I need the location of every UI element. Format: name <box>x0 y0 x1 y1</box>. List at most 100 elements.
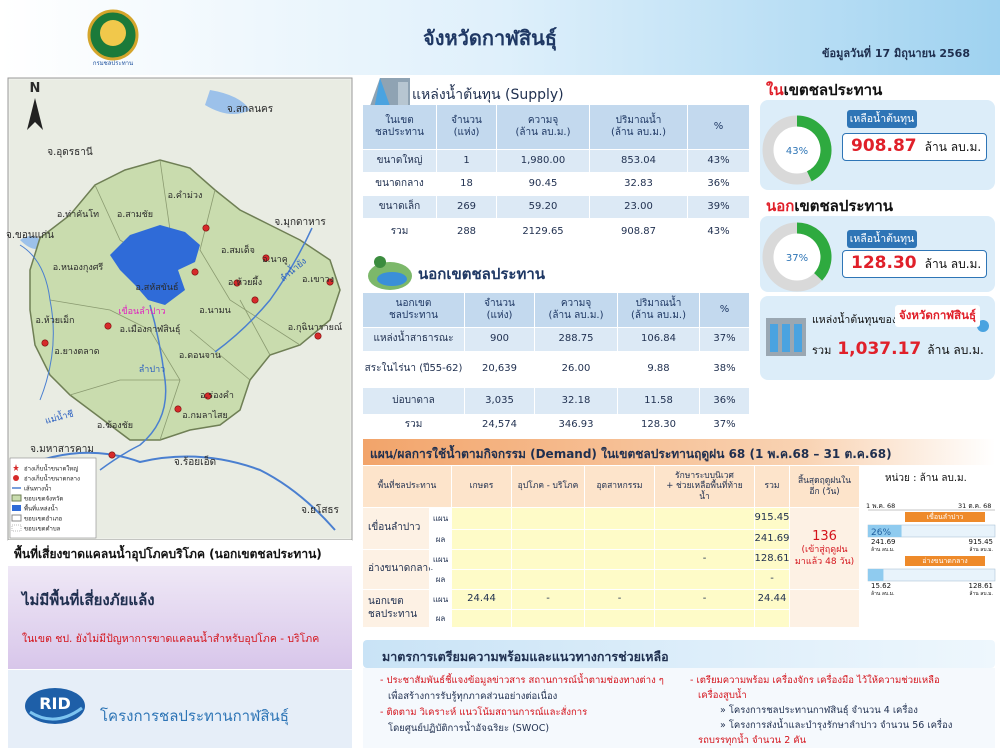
cell-text: - <box>702 593 707 605</box>
cell-text: - <box>770 573 774 585</box>
cell-text: (ล้าน ลบ.ม.) <box>631 310 686 321</box>
cell-text: บ่อบาดาล <box>392 394 435 406</box>
summary-title-rest: เขตชลประทาน <box>794 197 894 215</box>
cell-text: ขนาดเล็ก <box>378 200 421 212</box>
table-cell: 39% <box>688 196 749 218</box>
table-cell: ขนาดกลาง <box>363 173 436 195</box>
cell-text: 24.44 <box>757 593 787 605</box>
demand-cell <box>655 508 754 529</box>
cell-text: อ่างขนาดกลาง <box>368 563 433 575</box>
district-boundary <box>49 299 181 441</box>
days-value: 136 <box>812 529 837 545</box>
map-label: อ.ยางตลาด <box>54 347 99 357</box>
cell-text: 11.58 <box>644 394 673 406</box>
cell-text: 38% <box>713 363 736 375</box>
table-header: จำนวน (แห่ง) <box>465 293 534 327</box>
cell-text: พื้นที่ชลประทาน <box>377 481 437 492</box>
measure-line: เครื่องสูบน้ำ <box>698 690 747 701</box>
reservoir-dot <box>191 268 199 276</box>
table-cell: 36% <box>700 388 749 414</box>
map-label: อ.คำม่วง <box>168 190 203 201</box>
demand-area: เขื่อนลำปาว <box>363 508 429 549</box>
demand-cell: - <box>755 570 789 589</box>
cell-text: % <box>719 303 730 315</box>
table-cell: 26.00 <box>535 352 617 387</box>
total-unit: ล้าน ลบ.ม. <box>927 343 984 357</box>
rid-logo <box>25 688 85 724</box>
table-cell: 43% <box>688 219 749 246</box>
demand-cell <box>585 508 654 529</box>
table-cell: 37% <box>700 328 749 351</box>
table-cell: 32.18 <box>535 388 617 414</box>
cell-text: 241.69 <box>754 533 790 545</box>
reservoir-dot <box>326 278 334 286</box>
table-header: % <box>688 105 749 149</box>
cell-text: 20,639 <box>482 363 517 375</box>
cell-text: 59.20 <box>528 200 558 212</box>
cell-text: ผล <box>435 574 446 584</box>
total-province: จังหวัดกาฬสินธุ์ <box>895 305 981 327</box>
map-label: อ.สหัสขันธ์ <box>136 281 179 293</box>
map-label: อ.ห้วยเม็ก <box>36 313 75 326</box>
demand-cell <box>512 508 584 529</box>
map-label: จ.สกลนคร <box>227 104 274 115</box>
cell-text: 915.45 <box>754 512 790 524</box>
measure-line: - ประชาสัมพันธ์ชี้แจงข้อมูลข่าวสาร สถานก… <box>380 675 664 686</box>
demand-cell <box>755 610 789 627</box>
table-cell: รวม <box>363 219 436 246</box>
river <box>214 227 313 353</box>
progress-name: อ่างขนาดกลาง <box>905 556 985 566</box>
cell-text: จำนวน <box>484 297 515 309</box>
risk-status: ไม่มีพื้นที่เสี่ยงภัยแล้ง <box>22 591 155 609</box>
cell-text: แผน <box>432 554 449 564</box>
table-header: ในเขต ชลประทาน <box>363 105 436 149</box>
progress-track <box>867 568 996 582</box>
table-cell: 9.88 <box>618 352 699 387</box>
cell-text: รวม <box>764 481 780 492</box>
risk-panel <box>8 566 352 669</box>
map-lake <box>20 90 250 249</box>
table-header: % <box>700 293 749 327</box>
legend-label: พื้นที่แหล่งน้ำ <box>24 503 58 513</box>
legend-symbol <box>12 505 21 511</box>
amount-box: 128.30 ล้าน ลบ.ม. <box>842 250 987 278</box>
progress-plan-unit: ล้าน ลบ.ม. <box>969 546 993 553</box>
measure-line: - เตรียมความพร้อม เครื่องจักร เครื่องมือ… <box>690 675 940 686</box>
cell-text: 288 <box>456 226 477 238</box>
map-label: N <box>30 81 41 96</box>
table-cell: ขนาดเล็ก <box>363 196 436 218</box>
cell-text: 1 <box>463 154 470 166</box>
legend-symbol <box>11 524 22 532</box>
demand-header: อุปโภค - บริโภค <box>512 466 584 507</box>
footer-project: โครงการชลประทานกาฬสินธุ์ <box>100 707 289 725</box>
measure-line: » โครงการชลประทานกาฬสินธุ์ จำนวน 4 เครื่… <box>720 705 918 716</box>
unit: ล้าน ลบ.ม. <box>924 257 982 271</box>
table-cell: 853.04 <box>590 150 687 172</box>
map-label: อ.ท่าคันโท <box>57 209 99 220</box>
river <box>99 304 167 471</box>
table-cell: 288 <box>437 219 496 246</box>
demand-cell: - <box>655 550 754 569</box>
cell-text: อุตสาหกรรม <box>596 481 643 492</box>
cell-text: สระในไร่นา (ปี55-62) <box>364 363 463 375</box>
measure-line: » โครงการส่งน้ำและบำรุงรักษาลำปาว จำนวน … <box>720 720 953 731</box>
cell-text: 32.18 <box>561 394 591 406</box>
reservoir-dot <box>262 254 270 262</box>
table-header: นอกเขต ชลประทาน <box>363 293 464 327</box>
cell-text: แหล่งน้ำสาธารณะ <box>373 333 454 345</box>
cell-text: - <box>546 593 550 605</box>
reservoir-dot <box>251 296 259 304</box>
cell-text: 9.88 <box>647 363 670 375</box>
map-label: จ.มหาสารคาม <box>30 444 94 455</box>
demand-cell: 128.61 <box>755 550 790 569</box>
progress-end: 31 ต.ค. 68 <box>958 502 992 510</box>
cell-text: เกษตร <box>469 481 494 492</box>
map-label: อ.สามชัย <box>117 210 153 220</box>
risk-title: พื้นที่เสี่ยงขาดแคลนน้ำอุปโภคบริโภค (นอก… <box>14 547 322 561</box>
demand-sub: แผน <box>430 550 451 569</box>
table-cell: 908.87 <box>590 219 687 246</box>
cell-text: ปริมาณน้ำ <box>615 114 662 126</box>
table-header: ปริมาณน้ำ (ล้าน ลบ.ม.) <box>590 105 687 149</box>
risk-note: ในเขต ชป. ยังไม่มีปัญหาการขาดแคลนน้ำสำหร… <box>22 633 320 645</box>
cell-text: 900 <box>489 333 510 345</box>
